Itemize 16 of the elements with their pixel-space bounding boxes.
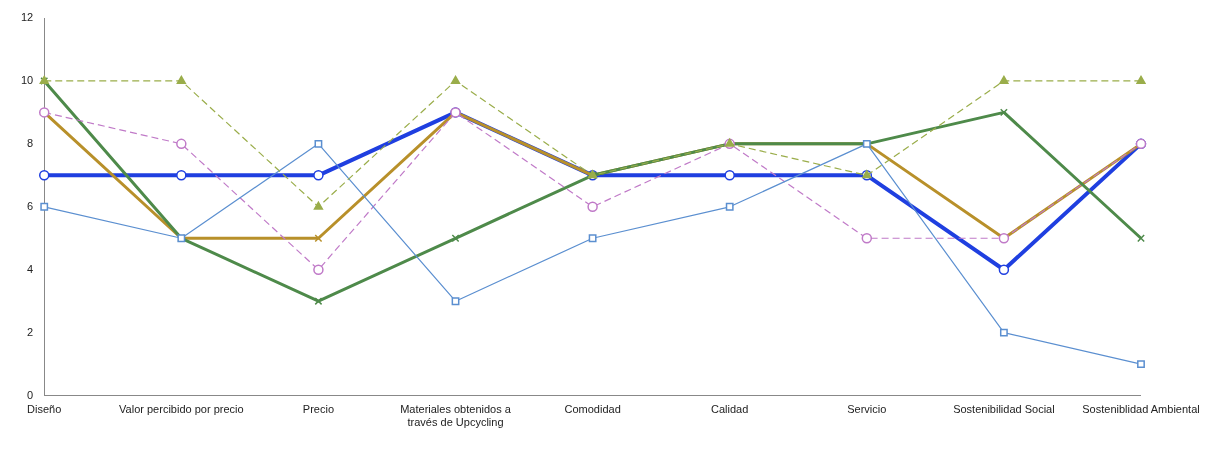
x-tick-label: Sosteniblidad Ambiental (1082, 403, 1200, 416)
x-tick-label: Valor percibido por precio (119, 403, 244, 416)
x-tick-label: Comodidad (564, 403, 621, 416)
y-tick-label: 10 (20, 73, 34, 86)
y-tick-label: 2 (27, 325, 34, 338)
y-tick-label: 4 (27, 262, 34, 275)
y-tick-label: 8 (27, 136, 34, 149)
x-tick-label: Servicio (847, 403, 887, 416)
x-tick-label: Calidad (711, 403, 749, 416)
y-tick-label: 6 (27, 199, 34, 212)
x-tick-label: Sostenibilidad Social (953, 403, 1055, 416)
x-tick-label: Materiales obtenidos a través de Upcycling (400, 403, 512, 429)
x-tick-label: Diseño (27, 403, 62, 416)
y-tick-label: 0 (27, 388, 34, 401)
x-tick-label: Precio (302, 403, 335, 416)
y-tick-label: 12 (20, 11, 34, 24)
